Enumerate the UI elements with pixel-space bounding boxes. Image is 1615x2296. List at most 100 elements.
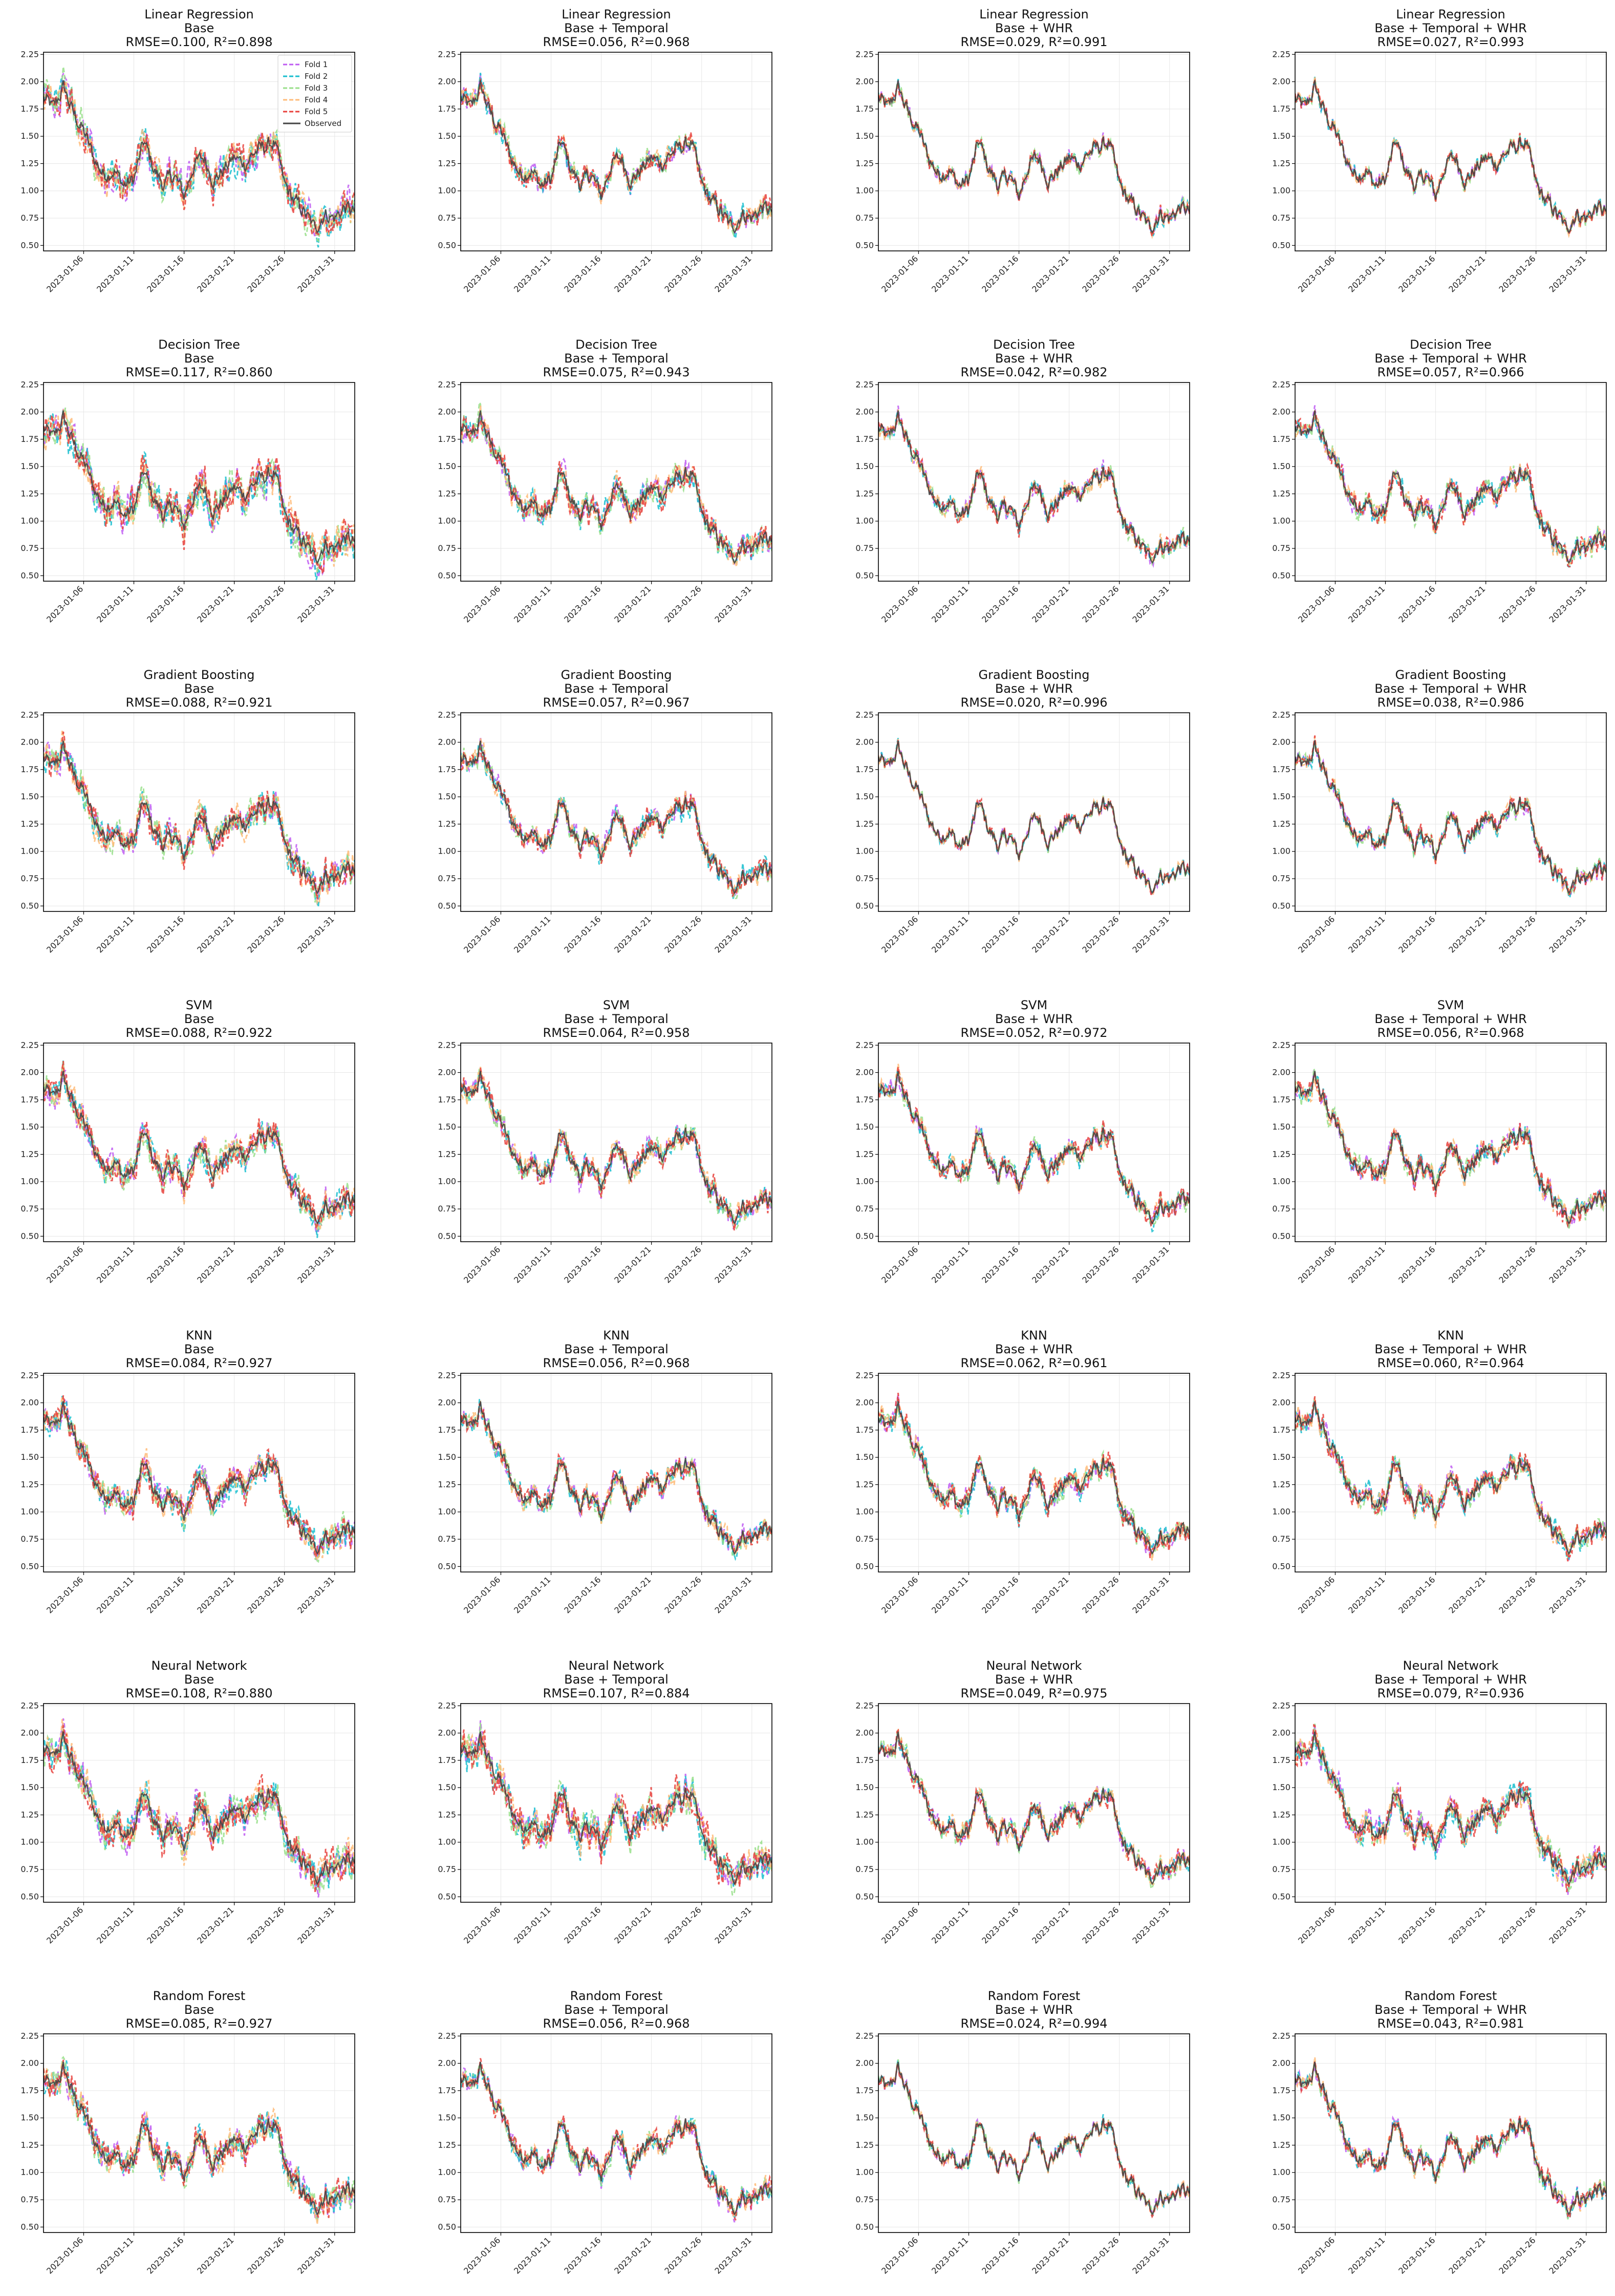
x-tick-label: 2023-01-16 bbox=[562, 914, 602, 954]
y-tick-label: 0.75 bbox=[855, 874, 874, 883]
y-tick-label: 0.75 bbox=[1272, 213, 1290, 223]
axes-frame bbox=[878, 1373, 1190, 1572]
y-tick-label: 2.00 bbox=[855, 737, 874, 747]
x-tick-label: 2023-01-21 bbox=[612, 1575, 653, 1615]
y-tick-label: 1.00 bbox=[855, 846, 874, 856]
y-tick-label: 1.25 bbox=[20, 488, 39, 498]
y-tick-label: 1.00 bbox=[1272, 846, 1290, 856]
x-tick-label: 2023-01-11 bbox=[1346, 2235, 1387, 2276]
axes-frame bbox=[43, 52, 355, 251]
x-tick-label: 2023-01-26 bbox=[1080, 1905, 1121, 1945]
panel-title-model: Gradient Boosting bbox=[1395, 668, 1506, 682]
y-tick-label: 1.75 bbox=[855, 1095, 874, 1104]
x-tick-label: 2023-01-11 bbox=[1346, 1905, 1387, 1945]
x-tick-label: 2023-01-21 bbox=[1030, 914, 1070, 954]
x-tick-label: 2023-01-26 bbox=[245, 1575, 286, 1615]
series-observed bbox=[44, 2061, 355, 2216]
x-tick-label: 2023-01-21 bbox=[1030, 1905, 1070, 1945]
x-tick-label: 2023-01-06 bbox=[879, 1575, 920, 1615]
y-tick-label: 0.75 bbox=[855, 1204, 874, 1214]
y-tick-label: 0.50 bbox=[855, 1231, 874, 1241]
legend-box bbox=[277, 55, 352, 133]
series-fold-5 bbox=[1295, 1072, 1606, 1228]
y-tick-label: 0.75 bbox=[20, 213, 39, 223]
panel-title-metrics: RMSE=0.042, R²=0.982 bbox=[961, 365, 1108, 379]
panel-title-features: Base + Temporal + WHR bbox=[1374, 1672, 1527, 1687]
y-tick-label: 0.50 bbox=[1272, 1231, 1290, 1241]
x-tick-label: 2023-01-06 bbox=[1296, 1905, 1337, 1945]
x-tick-label: 2023-01-16 bbox=[980, 584, 1020, 624]
panel-title-model: SVM bbox=[1021, 998, 1047, 1012]
plot-area bbox=[44, 1060, 355, 1238]
y-tick-label: 0.75 bbox=[1272, 543, 1290, 553]
x-tick-label: 2023-01-06 bbox=[1296, 914, 1337, 954]
series-fold-3 bbox=[878, 1406, 1190, 1559]
y-tick-label: 1.25 bbox=[855, 819, 874, 828]
x-tick-label: 2023-01-16 bbox=[980, 1575, 1020, 1615]
x-tick-label: 2023-01-26 bbox=[662, 2235, 703, 2276]
panel-title-features: Base bbox=[184, 1342, 214, 1356]
x-tick-label: 2023-01-11 bbox=[95, 1905, 135, 1945]
x-tick-label: 2023-01-31 bbox=[1547, 1575, 1587, 1615]
y-tick-label: 1.25 bbox=[438, 819, 456, 828]
series-observed bbox=[461, 80, 772, 234]
y-tick-label: 2.00 bbox=[20, 737, 39, 747]
panel-title-features: Base + Temporal bbox=[564, 1342, 669, 1356]
x-tick-label: 2023-01-06 bbox=[45, 253, 85, 294]
x-tick-label: 2023-01-31 bbox=[1547, 584, 1587, 624]
x-tick-label: 2023-01-21 bbox=[1447, 584, 1487, 624]
x-tick-label: 2023-01-26 bbox=[1080, 253, 1121, 294]
x-tick-label: 2023-01-21 bbox=[612, 914, 653, 954]
x-tick-label: 2023-01-11 bbox=[1346, 1244, 1387, 1285]
panel-title-model: Linear Regression bbox=[144, 7, 254, 22]
series-observed bbox=[1295, 2061, 1606, 2216]
y-tick-label: 2.00 bbox=[1272, 2058, 1290, 2068]
x-tick-label: 2023-01-11 bbox=[930, 914, 970, 954]
x-tick-label: 2023-01-31 bbox=[1130, 1575, 1171, 1615]
y-tick-label: 0.75 bbox=[855, 543, 874, 553]
x-tick-label: 2023-01-31 bbox=[295, 584, 336, 624]
series-fold-5 bbox=[44, 731, 355, 900]
panel-title-features: Base + WHR bbox=[995, 351, 1073, 366]
x-tick-label: 2023-01-31 bbox=[295, 914, 336, 954]
x-tick-label: 2023-01-11 bbox=[95, 584, 135, 624]
y-tick-label: 0.75 bbox=[20, 1864, 39, 1874]
y-tick-label: 0.50 bbox=[20, 1891, 39, 1901]
x-tick-label: 2023-01-16 bbox=[1396, 584, 1437, 624]
y-tick-label: 0.75 bbox=[20, 1534, 39, 1544]
panel-title-features: Base + WHR bbox=[995, 1672, 1073, 1687]
plot-area bbox=[1295, 76, 1606, 239]
x-tick-label: 2023-01-16 bbox=[1396, 253, 1437, 294]
y-tick-label: 1.00 bbox=[855, 1837, 874, 1847]
panel-title-features: Base + WHR bbox=[995, 2003, 1073, 2017]
panel-title-metrics: RMSE=0.056, R²=0.968 bbox=[543, 35, 690, 49]
series-observed bbox=[1295, 740, 1606, 895]
y-tick-label: 0.75 bbox=[438, 2195, 456, 2204]
series-fold-3 bbox=[44, 1725, 355, 1893]
x-tick-label: 2023-01-16 bbox=[980, 2235, 1020, 2276]
y-tick-label: 2.25 bbox=[20, 1370, 39, 1380]
y-tick-label: 1.75 bbox=[438, 2086, 456, 2095]
y-tick-label: 0.50 bbox=[855, 240, 874, 250]
x-tick-label: 2023-01-31 bbox=[1130, 1905, 1171, 1945]
y-tick-label: 0.50 bbox=[438, 901, 456, 910]
series-fold-2 bbox=[44, 739, 355, 907]
y-tick-label: 2.00 bbox=[1272, 1398, 1290, 1408]
y-tick-label: 0.50 bbox=[1272, 1561, 1290, 1571]
x-tick-label: 2023-01-06 bbox=[462, 253, 502, 294]
panel-title-model: KNN bbox=[603, 1328, 630, 1343]
axes-frame bbox=[43, 382, 355, 582]
x-tick-label: 2023-01-26 bbox=[1080, 2235, 1121, 2276]
x-tick-label: 2023-01-21 bbox=[195, 2235, 235, 2276]
series-fold-5 bbox=[461, 1729, 772, 1887]
axes-frame bbox=[878, 2033, 1190, 2233]
y-tick-label: 0.50 bbox=[20, 1561, 39, 1571]
